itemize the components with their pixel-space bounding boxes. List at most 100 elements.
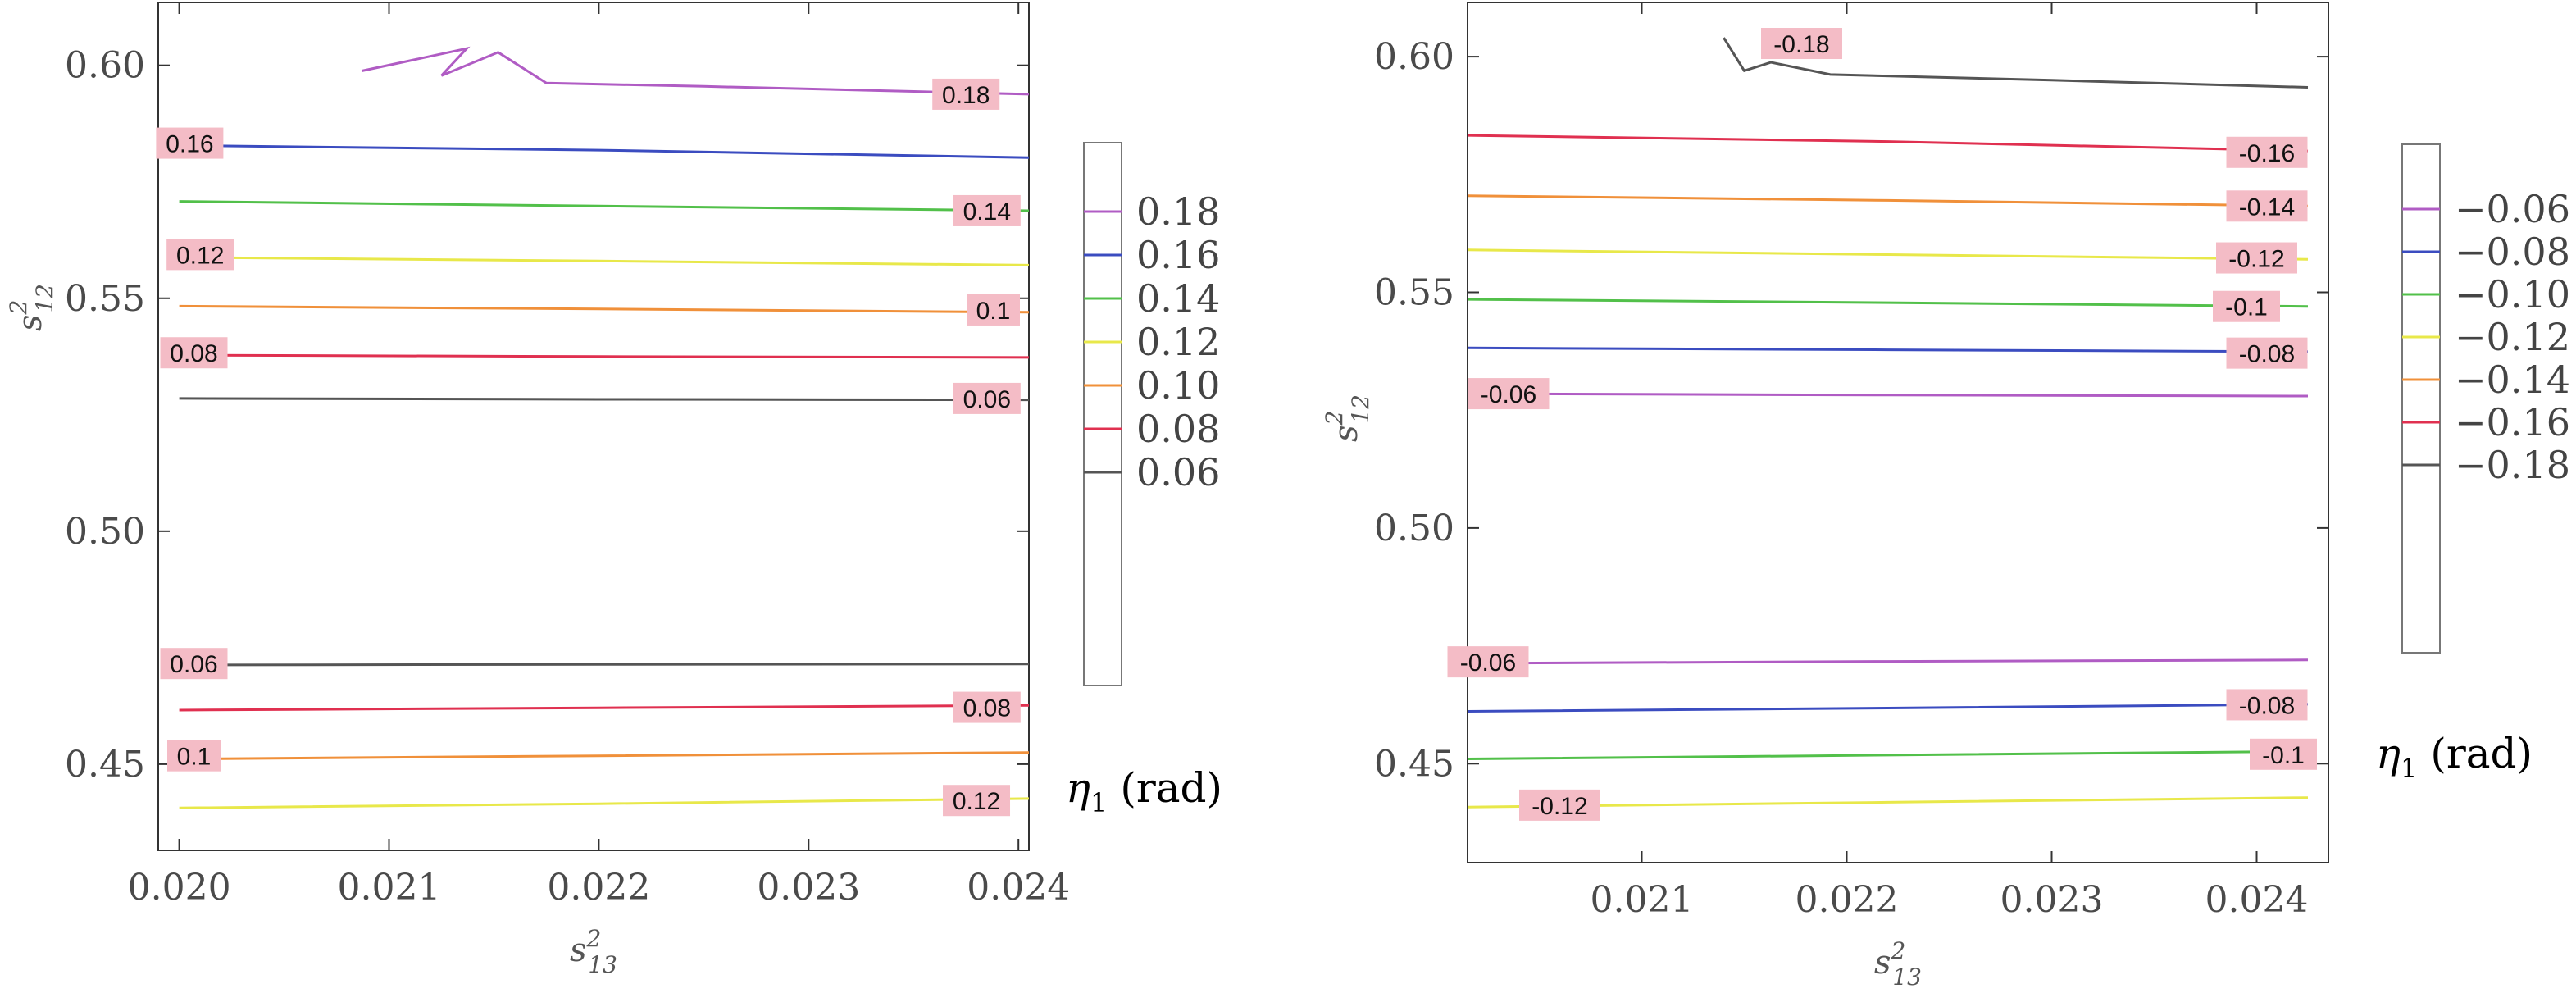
colorbar-frame (1083, 142, 1122, 686)
colorbar-tick-label: −0.10 (2455, 272, 2570, 317)
x-tick-label: 0.022 (1795, 879, 1899, 921)
x-axis-label: s2 13 (1874, 937, 1922, 991)
x-tick-label: 0.020 (128, 867, 231, 909)
contour-label-box (2226, 337, 2308, 369)
contour-label-box (2250, 738, 2317, 770)
y-tick-label: 0.55 (65, 278, 145, 320)
colorbar-tick-label: 0.12 (1136, 320, 1220, 364)
colorbar-tick-label: −0.06 (2455, 187, 2570, 231)
y-tick-label: 0.50 (65, 511, 145, 553)
contour-line (1467, 346, 2309, 353)
y-axis-label: s212 (5, 284, 58, 331)
x-axis-label: s2 13 (570, 925, 617, 978)
contour-label-box (2226, 689, 2308, 721)
contour-label-box (160, 337, 228, 369)
contour-line (1467, 392, 2309, 398)
contour-line (179, 751, 1030, 761)
contour-line (179, 704, 1030, 712)
colorbar-tick-label: −0.12 (2455, 315, 2570, 359)
x-tick-label: 0.024 (2205, 879, 2309, 921)
contour-line (1467, 796, 2309, 809)
plot-frame (157, 2, 1030, 851)
contour-line (361, 46, 1030, 96)
x-tick-label: 0.023 (757, 867, 860, 909)
contour-label: 0.06 (170, 651, 217, 678)
contour-label: -0.06 (1460, 649, 1516, 676)
contour-label: 0.1 (976, 298, 1011, 325)
contour-label: -0.18 (1773, 31, 1829, 58)
contour-label: 0.12 (953, 788, 1000, 815)
contour-line (1467, 134, 2309, 153)
contour-label-box (953, 382, 1021, 414)
y-tick-label: 0.55 (1374, 271, 1454, 313)
y-tick-label: 0.60 (1374, 36, 1454, 78)
contour-line (179, 200, 1030, 212)
contour-label: -0.1 (2262, 742, 2305, 769)
contour-label-box (156, 127, 224, 159)
contour-line (179, 397, 1030, 402)
contour-label-box (953, 194, 1021, 226)
y-tick-label: 0.50 (1374, 508, 1454, 549)
contour-label-box (943, 785, 1011, 817)
contour-label: -0.08 (2239, 341, 2295, 368)
contour-label: -0.12 (2228, 246, 2284, 273)
contour-line (1467, 703, 2309, 713)
contour-line (179, 256, 1030, 266)
colorbar-tick-label: −0.14 (2455, 358, 2570, 402)
colorbar-tick-label: 0.14 (1136, 276, 1220, 321)
colorbar-title: η1 (rad) (2376, 730, 2533, 784)
contour-label: 0.06 (963, 386, 1011, 413)
contour-label: 0.14 (963, 198, 1011, 225)
colorbar-tick-label: −0.16 (2455, 400, 2570, 444)
contour-line (1467, 194, 2309, 207)
contour-line (179, 797, 1030, 809)
contour-label-box (1447, 646, 1529, 678)
contour-label: 0.08 (963, 695, 1011, 722)
y-tick-label: 0.60 (65, 45, 145, 87)
contour-label: -0.12 (1531, 793, 1587, 820)
contour-label-box (932, 78, 1000, 110)
contour-label: 0.12 (176, 242, 224, 269)
chart-panel-left: 0.020 0.021 0.022 0.023 0.024 0.45 0.50 0.55 0.6… (5, 2, 1222, 978)
contour-label: 0.18 (942, 82, 990, 109)
x-tick-label: 0.023 (2000, 879, 2104, 921)
contour-label-box (2213, 290, 2280, 322)
colorbar-tick-label: 0.10 (1136, 363, 1220, 408)
contour-label: -0.16 (2239, 140, 2295, 167)
contour-line (1467, 248, 2309, 261)
colorbar-tick-label: 0.16 (1136, 233, 1220, 277)
contour-label-box (166, 239, 234, 271)
x-tick-label: 0.021 (338, 867, 441, 909)
contour-label-box (1761, 28, 1842, 60)
plot-frame (1467, 2, 2329, 863)
colorbar-tick-label: 0.18 (1136, 189, 1220, 234)
contour-label-box (966, 294, 1020, 326)
contour-line (179, 304, 1030, 314)
colorbar-tick-label: −0.18 (2455, 443, 2570, 487)
contour-label: -0.06 (1481, 381, 1536, 408)
contour-label: 0.16 (166, 131, 213, 158)
contour-label-box (160, 648, 228, 680)
y-axis-label: s212 (1321, 394, 1374, 442)
contour-label-box (167, 740, 221, 772)
contour-line (1723, 37, 2309, 89)
x-tick-label: 0.021 (1591, 879, 1694, 921)
contour-line (179, 353, 1030, 359)
y-tick-label: 0.45 (65, 744, 145, 786)
colorbar-tick-label: 0.06 (1136, 450, 1220, 494)
contour-label-box (1519, 789, 1600, 821)
contour-line (179, 663, 1030, 667)
colorbar-frame (2401, 143, 2441, 654)
contour-label: -0.08 (2239, 692, 2295, 719)
contour-label-box (2226, 136, 2308, 168)
contour-label-box (2216, 242, 2297, 274)
contour-label-box (953, 691, 1021, 723)
x-tick-label: 0.024 (967, 867, 1070, 909)
contour-line (1467, 658, 2309, 665)
contour-label-box (1468, 378, 1550, 410)
contour-line (1467, 749, 2309, 760)
y-tick-label: 0.45 (1374, 743, 1454, 785)
x-tick-label: 0.022 (547, 867, 650, 909)
chart-panel-right: 0.021 0.022 0.023 0.024 0.45 0.50 0.55 0.60 s2 13… (1321, 2, 2570, 991)
